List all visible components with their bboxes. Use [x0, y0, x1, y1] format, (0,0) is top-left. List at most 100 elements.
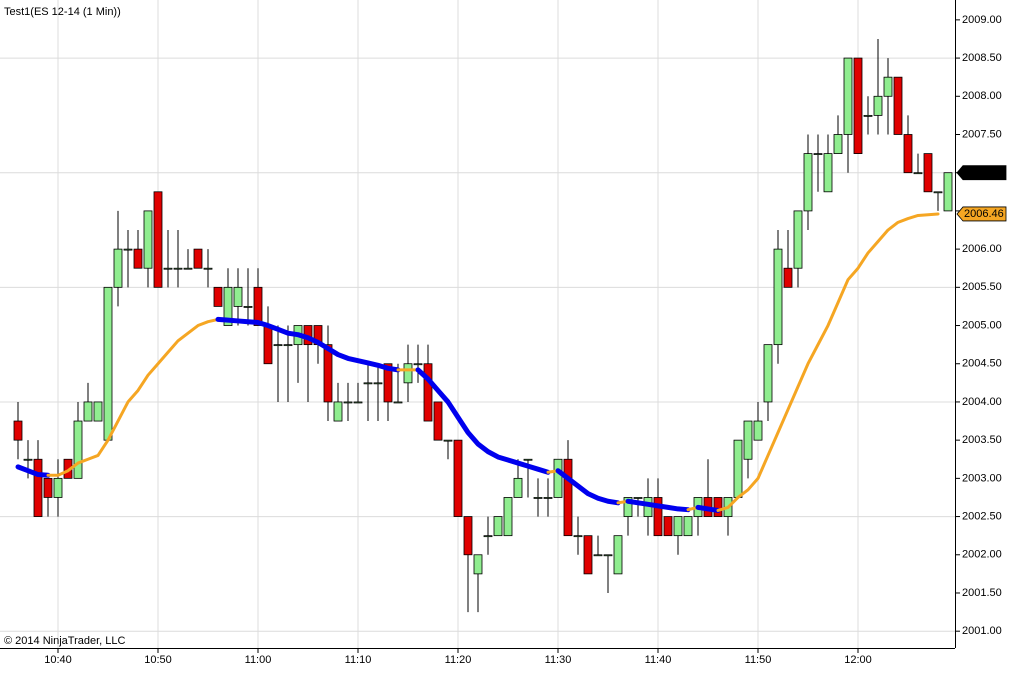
- y-tick-label: 2008.00: [962, 90, 1002, 102]
- candle-body: [933, 191, 943, 194]
- y-tick-label: 2003.50: [962, 434, 1002, 446]
- candle-body: [53, 477, 63, 498]
- candle-body: [873, 95, 883, 116]
- candle-body: [923, 153, 933, 193]
- candle-body: [563, 458, 573, 537]
- candle-body: [543, 497, 553, 499]
- candle-body: [433, 401, 443, 441]
- x-tick-label: 11:30: [545, 654, 572, 666]
- candle-body: [733, 439, 743, 498]
- y-tick-label: 2008.50: [962, 52, 1002, 64]
- y-tick-label: 2007.50: [962, 128, 1002, 140]
- candle-body: [13, 420, 23, 441]
- y-tick-label: 2005.00: [962, 319, 1002, 331]
- candle-body: [523, 458, 533, 461]
- y-tick-label: 2005.50: [962, 281, 1002, 293]
- x-tick-label: 11:10: [345, 654, 372, 666]
- price-tag: [956, 165, 1007, 181]
- candle-body: [583, 535, 593, 575]
- candle-body: [163, 267, 173, 270]
- candle-body: [333, 401, 343, 422]
- candle-body: [343, 401, 353, 404]
- candle-body: [813, 153, 823, 155]
- candle-body: [633, 497, 643, 499]
- candle-body: [713, 497, 723, 517]
- candle-body: [383, 363, 393, 403]
- candle-body: [503, 497, 513, 537]
- candle-body: [843, 57, 853, 135]
- candle-body: [273, 344, 283, 347]
- moving-average: [555, 468, 621, 506]
- candle-body: [613, 535, 623, 575]
- candle-body: [93, 401, 103, 422]
- candle-body: [43, 477, 53, 498]
- candle-body: [423, 363, 433, 422]
- y-tick-label: 2002.50: [962, 510, 1002, 522]
- candle-body: [553, 458, 563, 498]
- y-tick-label: 2003.00: [962, 472, 1002, 484]
- x-tick-label: 10:40: [44, 654, 72, 666]
- candle-body: [823, 153, 833, 193]
- candle-body: [943, 172, 953, 212]
- candle-body: [683, 516, 693, 537]
- candle-body: [263, 325, 273, 365]
- moving-average: [46, 317, 220, 477]
- marks: [13, 38, 953, 613]
- candle-body: [393, 401, 403, 404]
- candle-body: [783, 267, 793, 288]
- candle-body: [123, 248, 133, 251]
- y-tick-label: 2001.50: [962, 587, 1002, 599]
- x-tick-label: 11:40: [645, 654, 672, 666]
- moving-average: [625, 498, 691, 513]
- candle-body: [663, 516, 673, 537]
- candle-body: [483, 535, 493, 538]
- y-tick-label: 2001.00: [962, 625, 1002, 637]
- candle-body: [493, 516, 503, 537]
- candle-body: [453, 439, 463, 517]
- candle-body: [153, 191, 163, 288]
- y-tick-label: 2006.00: [962, 243, 1002, 255]
- y-tick-label: 2004.00: [962, 396, 1002, 408]
- moving-average: [716, 212, 940, 512]
- candle-body: [323, 344, 333, 403]
- axes: 2001.00 2001.50 2002.00 2002.50 2003.00 2003.…: [44, 14, 1007, 666]
- moving-average: [215, 316, 401, 373]
- candle-body: [853, 57, 863, 154]
- y-tick-label: 2002.00: [962, 549, 1002, 561]
- candle-body: [603, 554, 613, 557]
- candle-body: [143, 210, 153, 269]
- x-tick-label: 11:20: [445, 654, 472, 666]
- moving-average: [415, 367, 551, 475]
- candle-body: [203, 267, 213, 270]
- candle-body: [463, 516, 473, 556]
- candle-body: [213, 286, 223, 307]
- candle-body: [373, 382, 383, 385]
- candle-body: [513, 477, 523, 498]
- candle-body: [403, 363, 413, 384]
- candle-body: [223, 286, 233, 326]
- price-tag-label: 2006.46: [964, 208, 1004, 220]
- candle-body: [863, 114, 873, 117]
- candle-body: [243, 306, 253, 308]
- x-tick-label: 11:50: [745, 654, 772, 666]
- price-tag-label: 2007.00: [964, 167, 1004, 179]
- candle-body: [33, 458, 43, 517]
- candle-body: [793, 210, 803, 269]
- candle-body: [763, 344, 773, 403]
- candle-body: [573, 535, 583, 538]
- x-tick-label: 10:50: [144, 654, 172, 666]
- x-tick-label: 12:00: [844, 654, 872, 666]
- candle-body: [473, 554, 483, 575]
- price-tag: [956, 206, 1007, 222]
- candle-body: [133, 248, 143, 269]
- candle-body: [183, 267, 193, 270]
- candle-body: [743, 420, 753, 460]
- candle-body: [673, 516, 683, 537]
- candle-body: [533, 497, 543, 499]
- candle-body: [73, 420, 83, 479]
- candle-body: [353, 401, 363, 404]
- candle-body: [773, 248, 783, 346]
- candle-body: [83, 401, 93, 422]
- candle-body: [193, 248, 203, 269]
